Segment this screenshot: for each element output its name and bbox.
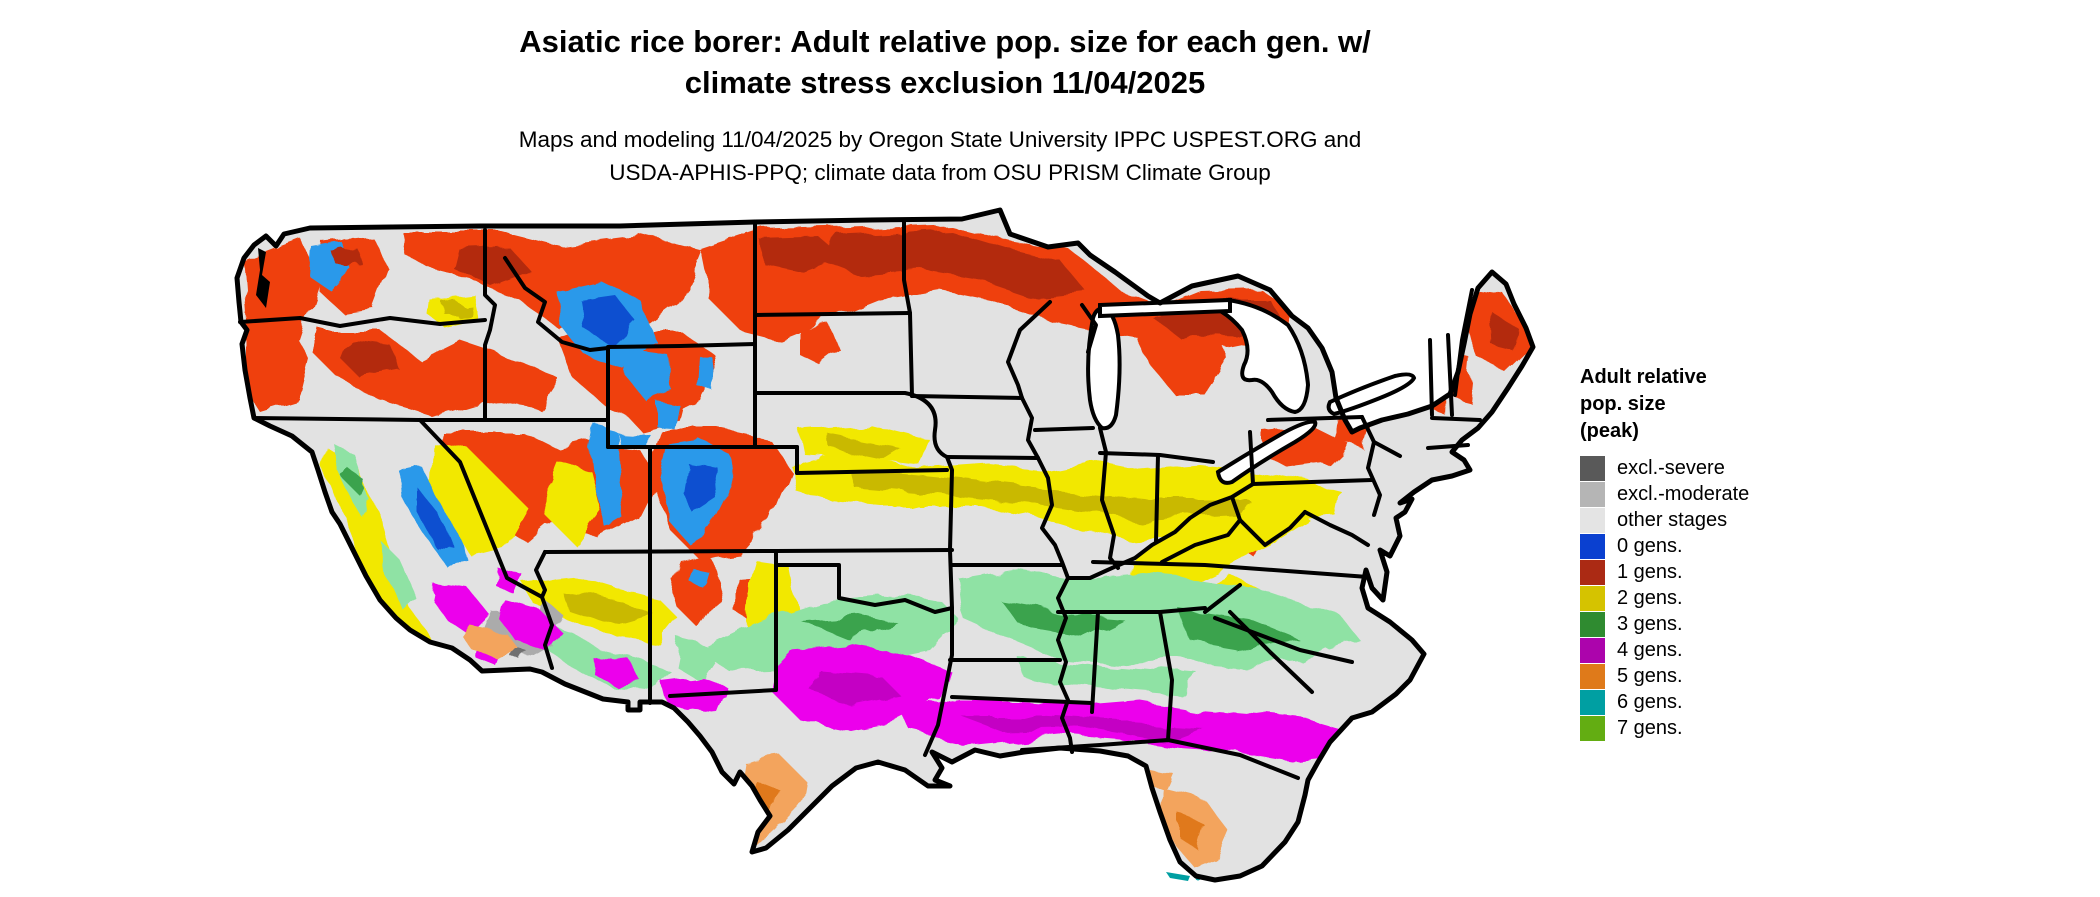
legend-swatch [1580,455,1605,481]
legend-title: Adult relative pop. size (peak) [1580,364,1880,445]
legend-title-line3: (peak) [1580,420,1639,442]
map-title-line1: Asiatic rice borer: Adult relative pop. … [519,24,1371,59]
legend-item-label: 6 gens. [1617,690,1683,713]
legend-item: 3 gens. [1580,611,1880,637]
legend-item-label: 4 gens. [1617,638,1683,661]
legend-item-label: 0 gens. [1617,534,1683,557]
legend-swatch [1580,533,1605,559]
legend-item-label: 1 gens. [1617,560,1683,583]
legend-item: 1 gens. [1580,559,1880,585]
legend-item: other stages [1580,507,1880,533]
legend-item-label: excl.-moderate [1617,482,1750,505]
map-subtitle: Maps and modeling 11/04/2025 by Oregon S… [0,124,1880,189]
legend-title-line2: pop. size [1580,393,1666,415]
legend-item: 6 gens. [1580,689,1880,715]
legend-swatch [1580,585,1605,611]
legend-item: 5 gens. [1580,663,1880,689]
lake-ontario [1326,372,1417,417]
lake-michigan [1086,305,1122,431]
map-title-line2: climate stress exclusion 11/04/2025 [684,64,1206,100]
legend-item: 2 gens. [1580,585,1880,611]
lake-erie [1215,419,1318,485]
great-lakes [1086,297,1417,485]
legend-item-label: 5 gens. [1617,664,1683,687]
legend-item-label: other stages [1617,508,1728,531]
legend-item: 4 gens. [1580,637,1880,663]
legend-swatch [1580,559,1605,585]
raster-regions [242,225,1528,868]
legend-item: 0 gens. [1580,533,1880,559]
legend-swatch [1580,611,1605,637]
map-subtitle-line2: USDA-APHIS-PPQ; climate data from OSU PR… [609,159,1271,185]
legend-title-line1: Adult relative [1580,366,1707,388]
legend-item-label: 7 gens. [1617,716,1683,739]
map-subtitle-line1: Maps and modeling 11/04/2025 by Oregon S… [518,127,1362,152]
straits-of-mackinac [1098,297,1232,319]
legend-item-label: excl.-severe [1617,456,1725,479]
legend-swatch [1580,663,1605,689]
legend-swatch [1580,637,1605,663]
lake-huron [1218,297,1311,415]
legend-items: excl.-severe excl.-moderate other stages 0 … [1580,455,1880,741]
legend-swatch [1580,507,1605,533]
legend-item-label: 2 gens. [1617,586,1683,609]
legend-item-label: 3 gens. [1617,612,1683,635]
legend: Adult relative pop. size (peak) excl.-se… [1580,364,1880,741]
state-borders [238,220,1482,780]
legend-swatch [1580,715,1605,741]
puget-sound [256,248,270,308]
legend-item: excl.-moderate [1580,481,1880,507]
legend-swatch [1580,689,1605,715]
legend-swatch [1580,481,1605,507]
map-title: Asiatic rice borer: Adult relative pop. … [0,22,1890,104]
legend-item: 7 gens. [1580,715,1880,741]
legend-item: excl.-severe [1580,455,1880,481]
